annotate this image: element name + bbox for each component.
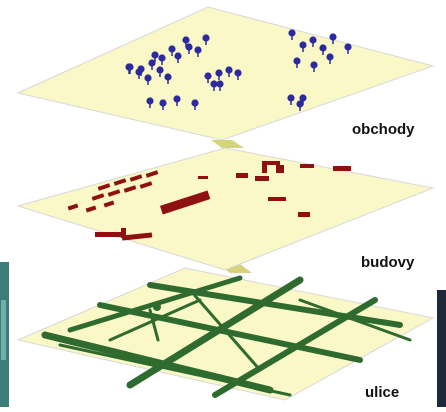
shop-pin-icon xyxy=(299,41,307,52)
shop-pin-icon xyxy=(159,99,167,110)
shop-pin-icon xyxy=(288,29,296,40)
building xyxy=(113,178,127,186)
building xyxy=(85,205,97,213)
street-minor-3 xyxy=(298,298,412,342)
shop-pin-icon xyxy=(191,99,199,110)
building xyxy=(300,164,314,168)
shop-pin-icon xyxy=(216,80,224,91)
shop-pin-icon xyxy=(319,44,327,55)
street-network xyxy=(41,275,412,398)
shop-pin-icon xyxy=(310,61,318,72)
shop-pin-icon xyxy=(215,69,223,80)
building-long xyxy=(95,232,125,237)
shop-pin-icon xyxy=(126,63,134,74)
building xyxy=(67,203,79,211)
buildings-group xyxy=(67,161,351,241)
building xyxy=(198,176,208,179)
right-edge-photo-strip xyxy=(437,290,446,407)
shop-pin-icon xyxy=(202,34,210,45)
layer-label-shops: obchody xyxy=(352,121,415,138)
shop-pin-icon xyxy=(194,46,202,57)
street-main-1 xyxy=(41,331,274,394)
shop-pin-icon xyxy=(185,43,193,54)
building xyxy=(298,212,310,217)
left-edge-photo-strip-highlight xyxy=(1,300,6,360)
shop-pin-icon xyxy=(326,53,334,64)
street-main-2 xyxy=(97,302,363,363)
shop-pin-icon xyxy=(182,36,190,47)
shop-pin-icon xyxy=(174,52,182,63)
street-minor-4 xyxy=(108,298,202,342)
shop-pin-icon xyxy=(210,80,218,91)
building-large xyxy=(159,190,211,215)
shop-pin-icon xyxy=(144,74,152,85)
building xyxy=(129,174,143,182)
layer-buildings xyxy=(16,147,435,271)
street-cross-2 xyxy=(212,297,378,398)
building xyxy=(255,176,269,181)
shop-pins xyxy=(125,29,352,111)
shop-pin-icon xyxy=(309,36,317,47)
shop-pin-icon xyxy=(173,95,181,106)
shop-pin-icon xyxy=(329,33,337,44)
shop-pin-icon xyxy=(293,57,301,68)
plane-buildings xyxy=(16,147,435,271)
street-minor-5 xyxy=(148,308,160,342)
layer-shops xyxy=(16,6,435,141)
layer-label-streets: ulice xyxy=(365,384,400,401)
building xyxy=(123,185,137,193)
shop-pin-icon xyxy=(148,59,156,70)
shop-pin-icon xyxy=(164,73,172,84)
street-minor-1 xyxy=(58,343,292,397)
building xyxy=(276,165,284,173)
shop-pin-icon xyxy=(287,94,295,105)
layer-streets xyxy=(16,267,435,401)
building xyxy=(333,166,351,171)
building-long xyxy=(121,228,126,238)
shop-pin-icon xyxy=(225,66,233,77)
shop-pin-icon xyxy=(146,97,154,108)
street-node xyxy=(153,303,161,311)
shop-pin-icon xyxy=(168,45,176,56)
building xyxy=(236,173,248,178)
building xyxy=(139,181,153,189)
layer-label-buildings: budovy xyxy=(361,254,415,271)
shop-pin-icon xyxy=(296,100,304,111)
shop-pin-icon xyxy=(151,51,159,62)
plane-shops xyxy=(16,6,435,141)
building xyxy=(262,161,280,165)
building xyxy=(145,170,159,178)
building xyxy=(262,161,267,173)
shop-pin-icon xyxy=(156,66,164,77)
shop-pin-icon xyxy=(137,65,145,76)
building xyxy=(103,200,115,208)
building-long xyxy=(121,232,153,241)
building xyxy=(91,193,105,201)
shop-pin-icon xyxy=(234,69,242,80)
building xyxy=(107,189,121,197)
shop-pin-icon xyxy=(204,72,212,83)
connector-top-mid xyxy=(211,140,244,148)
shop-pin-icon xyxy=(158,54,166,65)
building xyxy=(268,197,286,201)
building xyxy=(97,183,111,191)
street-minor-2 xyxy=(188,288,262,372)
shop-pin-icon xyxy=(344,43,352,54)
